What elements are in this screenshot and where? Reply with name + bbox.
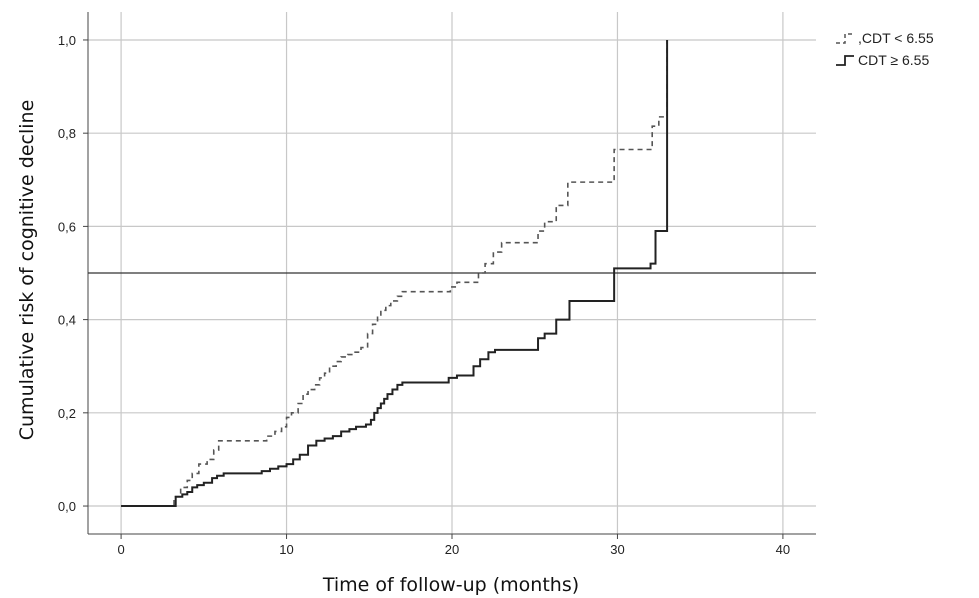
legend-label-1: CDT ≥ 6.55	[858, 52, 929, 68]
y-tick-label-5: 1,0	[58, 33, 76, 48]
y-axis-title: Cumulative risk of cognitive decline	[16, 100, 38, 441]
y-tick-label-0: 0,0	[58, 499, 76, 514]
series-line-1	[121, 39, 669, 508]
y-tick-label-3: 0,6	[58, 219, 76, 234]
legend-label-0: ,CDT < 6.55	[858, 30, 934, 46]
legend-symbol-0	[836, 33, 854, 44]
series-lines	[121, 39, 669, 508]
x-axis-title: Time of follow-up (months)	[322, 574, 579, 596]
legend-symbol-1	[836, 55, 854, 66]
y-tick-label-4: 0,8	[58, 126, 76, 141]
y-axis-ticks: 0,0 0,2 0,4 0,6 0,8 1,0	[58, 33, 88, 514]
x-tick-label-4: 40	[776, 542, 790, 557]
y-tick-label-1: 0,2	[58, 406, 76, 421]
legend: ,CDT < 6.55 CDT ≥ 6.55	[836, 30, 934, 68]
x-tick-label-1: 10	[279, 542, 293, 557]
y-tick-label-2: 0,4	[58, 313, 76, 328]
x-tick-label-0: 0	[117, 542, 124, 557]
x-tick-label-2: 20	[445, 542, 459, 557]
x-axis-ticks: 0 10 20 30 40	[117, 534, 790, 557]
x-tick-label-3: 30	[610, 542, 624, 557]
